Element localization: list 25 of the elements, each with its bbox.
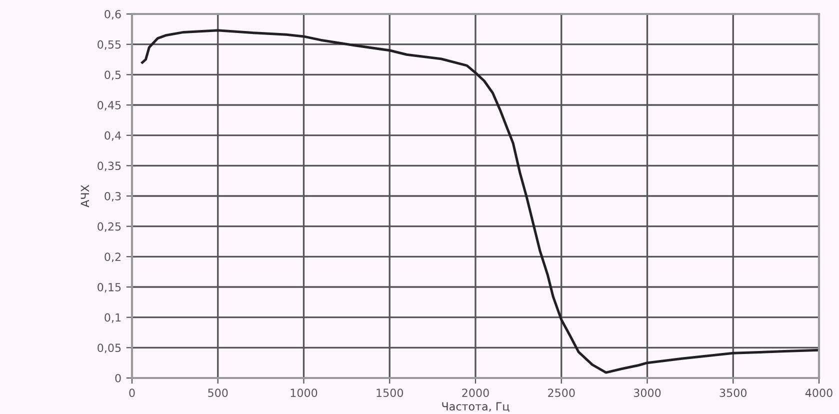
- line-series: [141, 29, 819, 374]
- y-tick-label: 0,6: [104, 10, 121, 20]
- x-tick-label: 3000: [634, 388, 661, 398]
- x-tick-label: 1000: [290, 388, 318, 398]
- x-tick-label: 4000: [805, 388, 832, 398]
- y-tick-label: 0,05: [98, 344, 121, 354]
- y-tick-label: 0,5: [104, 70, 121, 80]
- y-tick-label: 0,2: [104, 252, 120, 262]
- x-tick-label: 2000: [462, 388, 489, 398]
- x-axis-title: Частота, Гц: [442, 402, 510, 412]
- y-tick-label: 0: [115, 374, 121, 382]
- y-tick-label: 0,1: [104, 313, 121, 323]
- y-tick-label: 0,45: [98, 100, 121, 111]
- y-tick-label: 0,35: [98, 162, 121, 172]
- y-tick-label: 0,15: [98, 282, 121, 293]
- y-tick-label: 0,4: [104, 131, 121, 141]
- y-axis-title: АЧХ: [80, 184, 89, 208]
- y-tick-label: 0,55: [98, 40, 121, 50]
- x-tick-label: 3500: [720, 388, 747, 398]
- x-tick-label: 1500: [376, 388, 404, 398]
- x-tick-label: 500: [208, 388, 228, 398]
- x-tick-label: 0: [129, 388, 135, 398]
- x-tick-label: 2500: [548, 388, 575, 398]
- y-tick-label: 0,25: [98, 222, 121, 232]
- y-tick-label: 0,3: [104, 192, 121, 202]
